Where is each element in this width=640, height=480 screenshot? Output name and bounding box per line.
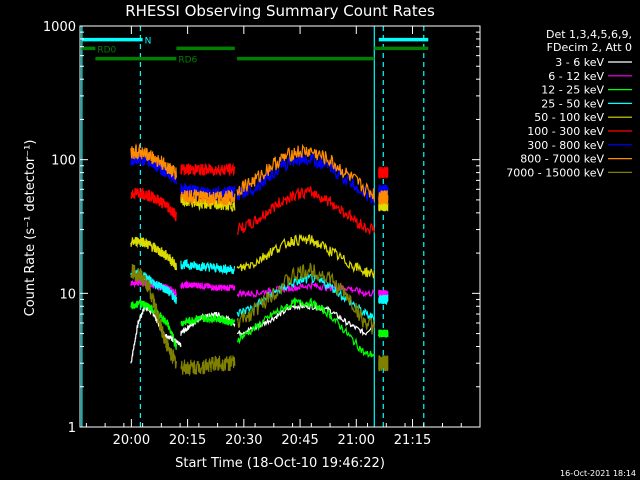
x-tick-label: 20:00 [113,433,150,448]
chart-title: RHESSI Observing Summary Count Rates [125,2,435,20]
series-line [130,299,177,350]
y-tick-label: 1 [68,421,76,436]
series-line [236,186,375,236]
series-line [236,262,375,335]
series-line [130,151,177,185]
x-tick-label: 20:15 [169,433,206,448]
series-line [130,187,177,222]
series-line [378,190,389,206]
series-line [130,264,177,369]
x-tick-label: 20:30 [225,433,262,448]
plot-frame [79,25,481,428]
x-tick-label: 21:00 [338,433,375,448]
series-line [130,303,182,364]
legend-label: 3 - 6 keV [555,56,604,69]
x-tick-label: 20:45 [281,433,318,448]
legend-label: 6 - 12 keV [548,70,604,83]
flag-label: RD6 [178,56,197,66]
legend-label: 7000 - 15000 keV [506,166,604,179]
legend-label: 25 - 50 keV [541,97,604,110]
series-line [378,354,389,372]
legend-label: 100 - 300 keV [527,125,604,138]
series-line [130,277,177,296]
legend-header-line-1: Det 1,3,4,5,6,9, [546,28,632,41]
series-line [236,281,375,299]
series-line [180,355,236,377]
series-line [180,314,236,327]
axes-layer: 1 10 100 1000 20:00 20:15 20:30 20:45 21:00 21:15 [43,20,481,448]
flag-label: N [145,37,152,47]
y-tick-label: 100 [51,154,76,169]
series-line [180,162,236,177]
series-line [130,143,177,181]
series-line [237,297,375,359]
series-line [180,258,236,276]
x-axis-label: Start Time (18-Oct-10 19:46:22) [175,456,385,471]
series-line [180,189,236,208]
legend-header-line-2: FDecim 2, Att 0 [547,41,632,54]
y-axis-label: Count Rate (s⁻¹ detector⁻¹) [23,140,38,317]
series-line [236,301,375,337]
series-line [180,279,236,292]
series-line [236,143,375,201]
series-line [378,166,389,179]
x-tick-label: 21:15 [394,433,431,448]
series-line [236,233,375,279]
legend-label: 50 - 100 keV [534,111,604,124]
y-tick-label: 1000 [43,20,76,35]
legend-label: 800 - 7000 keV [520,153,604,166]
plot-lines-layer: N RD0 RD6 [81,26,429,427]
timestamp: 16-Oct-2021 18:14 [560,469,636,478]
legend-label: 300 - 800 keV [527,139,604,152]
y-tick-label: 10 [59,287,76,302]
legend-label: 12 - 25 keV [541,84,604,97]
series-line [378,294,389,306]
flag-label: RD0 [97,45,116,55]
series-line [130,236,177,271]
series-line [378,329,389,338]
